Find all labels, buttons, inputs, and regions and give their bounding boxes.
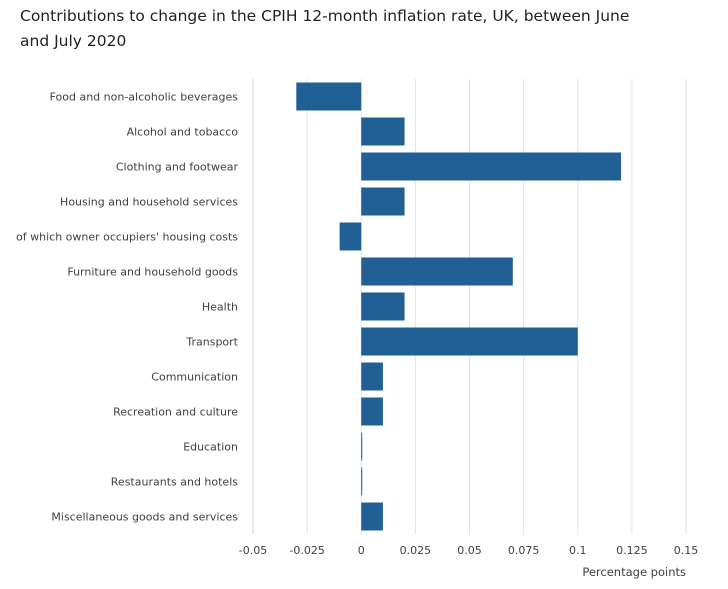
category-label: Education [183, 441, 238, 454]
bar [361, 432, 363, 461]
bar [361, 502, 383, 531]
bars [296, 82, 622, 531]
x-tick-label: 0.025 [400, 544, 432, 557]
x-tick-label: -0.025 [289, 544, 324, 557]
x-tick-label: 0.15 [674, 544, 699, 557]
category-label: Food and non-alcoholic beverages [50, 91, 239, 104]
category-label: Transport [185, 336, 238, 349]
category-label: Alcohol and tobacco [127, 126, 239, 139]
gridlines [252, 79, 687, 534]
category-label: Furniture and household goods [67, 266, 238, 279]
x-tick-label: 0.075 [508, 544, 540, 557]
category-label: Recreation and culture [113, 406, 238, 419]
bar [361, 362, 383, 391]
x-tick-label: -0.05 [239, 544, 267, 557]
category-label: Housing and household services [60, 196, 238, 209]
bar [361, 152, 622, 181]
category-label: Health [202, 301, 238, 314]
bar [361, 292, 405, 321]
category-labels: Food and non-alcoholic beverages Alcohol … [16, 91, 239, 524]
x-tick-label: 0.125 [616, 544, 648, 557]
chart-title: Contributions to change in the CPIH 12-m… [20, 7, 630, 50]
x-axis-title: Percentage points [582, 565, 686, 579]
bar [361, 187, 405, 216]
bar [361, 397, 383, 426]
bar [361, 467, 363, 496]
bar [339, 222, 362, 251]
x-tick-label: 0 [358, 544, 365, 557]
category-label: Restaurants and hotels [111, 476, 238, 489]
bar [361, 117, 405, 146]
x-tick-label: 0.05 [457, 544, 482, 557]
bar [361, 257, 513, 286]
x-axis-tick-labels: -0.05 -0.025 0 0.025 0.05 0.075 0.1 0.125 0.15 [239, 544, 698, 557]
bar [361, 327, 578, 356]
category-label: of which owner occupiers' housing costs [16, 231, 238, 244]
category-label: Clothing and footwear [116, 161, 239, 174]
bar [296, 82, 362, 111]
category-label: Communication [151, 371, 238, 384]
category-label: Miscellaneous goods and services [51, 511, 238, 524]
x-tick-label: 0.1 [569, 544, 587, 557]
